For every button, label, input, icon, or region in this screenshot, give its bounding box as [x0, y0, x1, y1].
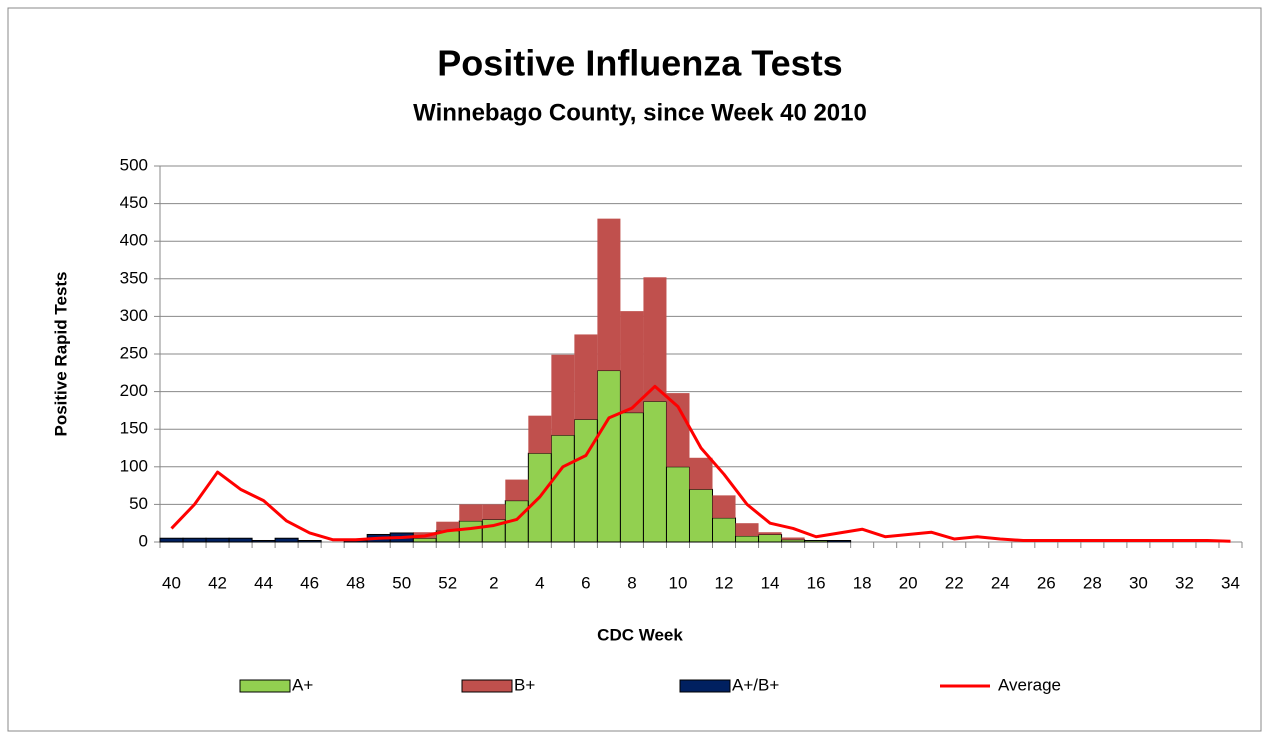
bar: [758, 533, 783, 543]
x-tick-label: 34: [1221, 573, 1240, 592]
x-axis-label: CDC Week: [597, 625, 683, 644]
legend-label: A+: [292, 675, 313, 694]
legend-label: A+/B+: [732, 675, 779, 694]
bar: [619, 412, 644, 543]
bar: [251, 539, 276, 543]
x-tick-label: 6: [581, 573, 590, 592]
bar: [758, 532, 782, 535]
x-tick-label: 20: [899, 573, 918, 592]
x-tick-label: 52: [438, 573, 457, 592]
y-tick-label: 500: [120, 155, 148, 174]
legend-swatch: [461, 679, 513, 693]
bar: [596, 370, 621, 543]
y-axis-label: Positive Rapid Tests: [51, 271, 70, 436]
x-tick-label: 42: [208, 573, 227, 592]
bar: [412, 537, 437, 543]
legend-swatch: [239, 679, 291, 693]
bar: [827, 539, 852, 543]
x-tick-label: 26: [1037, 573, 1056, 592]
y-tick-label: 0: [139, 531, 148, 550]
x-tick-label: 2: [489, 573, 498, 592]
x-tick-label: 32: [1175, 573, 1194, 592]
bar: [689, 457, 713, 490]
x-tick-label: 46: [300, 573, 319, 592]
bar: [182, 537, 207, 543]
bar: [297, 539, 322, 543]
bar: [459, 504, 483, 521]
x-tick-label: 40: [162, 573, 181, 592]
bar: [228, 537, 253, 543]
bar: [550, 434, 575, 543]
x-tick-label: 14: [761, 573, 780, 592]
x-tick-label: 12: [715, 573, 734, 592]
bar: [781, 539, 806, 543]
x-tick-label: 4: [535, 573, 544, 592]
bar: [665, 466, 690, 543]
bar: [205, 537, 230, 543]
bar: [781, 537, 805, 540]
x-tick-label: 48: [346, 573, 365, 592]
bar: [712, 495, 736, 518]
bar: [666, 393, 690, 467]
legend-label: Average: [998, 675, 1061, 694]
bar: [735, 523, 759, 536]
y-tick-label: 300: [120, 306, 148, 325]
y-tick-label: 200: [120, 381, 148, 400]
x-tick-label: 10: [669, 573, 688, 592]
bar: [574, 334, 598, 420]
bar: [712, 517, 737, 543]
bar: [551, 354, 575, 436]
bar: [643, 277, 667, 402]
y-tick-label: 100: [120, 456, 148, 475]
average-line: [170, 384, 1231, 543]
bar: [505, 479, 529, 501]
bar: [436, 521, 460, 531]
y-tick-label: 400: [120, 231, 148, 250]
bar: [735, 535, 760, 543]
x-tick-label: 24: [991, 573, 1010, 592]
bar: [642, 400, 667, 543]
bar: [528, 415, 552, 454]
bar: [159, 537, 184, 543]
legend-swatch: [679, 679, 731, 693]
y-tick-label: 450: [120, 193, 148, 212]
legend-label: B+: [514, 675, 535, 694]
bar: [482, 504, 506, 520]
x-tick-label: 18: [853, 573, 872, 592]
bar: [573, 418, 598, 543]
chart-subtitle: Winnebago County, since Week 40 2010: [413, 99, 867, 126]
y-tick-label: 250: [120, 343, 148, 362]
bar: [274, 537, 299, 543]
bar: [597, 218, 621, 371]
bar: [458, 520, 483, 543]
y-tick-label: 50: [129, 494, 148, 513]
x-tick-label: 28: [1083, 573, 1102, 592]
x-tick-label: 44: [254, 573, 273, 592]
x-tick-label: 30: [1129, 573, 1148, 592]
bar: [688, 488, 714, 543]
x-tick-label: 50: [392, 573, 411, 592]
x-tick-label: 22: [945, 573, 964, 592]
x-tick-label: 16: [807, 573, 826, 592]
bar: [804, 539, 829, 543]
bar: [620, 311, 644, 413]
x-tick-label: 8: [627, 573, 636, 592]
y-tick-label: 150: [120, 419, 148, 438]
chart-title: Positive Influenza Tests: [437, 43, 842, 84]
y-tick-label: 350: [120, 268, 148, 287]
